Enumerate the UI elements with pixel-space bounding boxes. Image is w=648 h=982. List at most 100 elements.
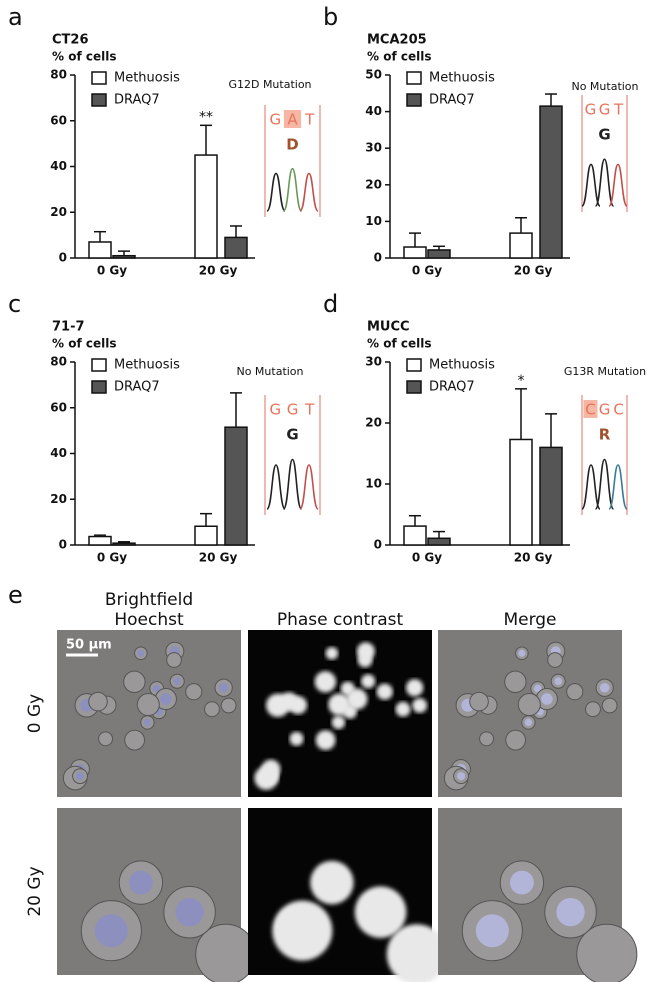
micrograph [438, 630, 622, 797]
cell [576, 923, 638, 982]
cell [354, 886, 407, 938]
micrograph [57, 630, 241, 797]
nucleus [94, 914, 128, 948]
sequence-letter: G [599, 101, 611, 119]
nucleus [599, 683, 610, 693]
cell [279, 692, 299, 711]
sequence-letter: C [613, 401, 623, 419]
cell [406, 679, 424, 697]
legend-label: Methuosis [114, 71, 180, 86]
cell [314, 671, 337, 693]
chromatogram-peak [282, 458, 303, 510]
nucleus [556, 897, 585, 927]
x-tick-label: 20 Gy [514, 551, 553, 565]
cell [98, 731, 114, 747]
panel-letter: e [8, 581, 23, 609]
chromatogram-peak [581, 464, 601, 510]
cell [517, 692, 541, 717]
legend-label: Methuosis [114, 358, 180, 373]
significance-mark: ** [199, 109, 213, 125]
sequence-highlight [583, 400, 598, 418]
cell [272, 900, 333, 961]
bar [539, 446, 563, 546]
bar [194, 154, 218, 259]
y-tick-label: 50 [365, 68, 382, 82]
bar [427, 249, 451, 259]
amino-acid: D [286, 136, 298, 154]
cell [185, 683, 203, 701]
chromatogram-peak [594, 158, 615, 207]
y-tick-label: 0 [374, 251, 382, 265]
x-tick-label: 20 Gy [199, 264, 238, 278]
chromatogram-peak [282, 167, 303, 212]
legend-swatch [91, 380, 107, 394]
inset-label: No Mutation [236, 365, 303, 378]
nucleus [509, 870, 534, 895]
bar [224, 236, 248, 259]
micrograph [248, 630, 432, 797]
legend-swatch [406, 71, 422, 85]
cell [331, 715, 346, 730]
y-axis-label: % of cells [367, 337, 431, 351]
bar [509, 232, 533, 259]
nucleus [128, 870, 153, 895]
chart-title: CT26 [52, 33, 89, 48]
legend-label: DRAQ7 [114, 93, 160, 108]
cell [585, 701, 601, 718]
nucleus [554, 677, 563, 686]
cell [357, 652, 373, 668]
nucleus [456, 772, 466, 781]
cell [361, 674, 376, 689]
y-tick-label: 30 [365, 141, 382, 155]
cell [325, 646, 339, 660]
sequence-letter: A [287, 111, 298, 129]
sequence-letter: T [304, 401, 315, 419]
legend-swatch [91, 71, 107, 85]
sequence-letter: G [287, 401, 299, 419]
column-header: Phase contrast [277, 610, 404, 630]
chart-title: 71-7 [52, 320, 85, 335]
legend-swatch [406, 358, 422, 372]
bar [88, 535, 112, 546]
nucleus [137, 649, 145, 657]
bar [509, 438, 533, 546]
y-tick-label: 80 [50, 355, 67, 369]
y-tick-label: 20 [365, 177, 382, 191]
nucleus [475, 914, 509, 948]
panel-letter: d [323, 290, 338, 318]
y-tick-label: 10 [365, 477, 382, 491]
y-tick-label: 30 [365, 355, 382, 369]
y-tick-label: 0 [59, 251, 67, 265]
inset-label: G13R Mutation [564, 365, 646, 378]
y-tick-label: 0 [59, 538, 67, 552]
y-tick-label: 20 [50, 205, 67, 219]
column-header: Merge [503, 610, 556, 630]
bar [539, 105, 563, 259]
chart-title: MUCC [367, 320, 410, 335]
y-tick-label: 10 [365, 214, 382, 228]
inset-label: G12D Mutation [228, 78, 311, 91]
nucleus [524, 718, 533, 727]
nucleus [175, 897, 204, 927]
y-axis-label: % of cells [367, 50, 431, 64]
sequence-letter: G [599, 401, 611, 419]
bar [403, 525, 427, 546]
scale-bar-label: 50 µm [66, 638, 112, 653]
cell [263, 768, 279, 784]
legend-label: DRAQ7 [114, 380, 160, 395]
row-label: 20 Gy [25, 866, 45, 916]
legend-label: DRAQ7 [429, 380, 475, 395]
chart-title: MCA205 [367, 33, 427, 48]
chromatogram-peak [266, 172, 286, 212]
sequence-letter: T [613, 101, 624, 119]
cell [289, 731, 304, 746]
cell [328, 693, 351, 716]
significance-mark: * [518, 373, 525, 389]
sequence-letter: G [270, 401, 282, 419]
cell [505, 729, 526, 751]
bar [224, 426, 248, 546]
nucleus [541, 693, 553, 705]
micrograph [438, 808, 638, 982]
y-tick-label: 0 [374, 538, 382, 552]
